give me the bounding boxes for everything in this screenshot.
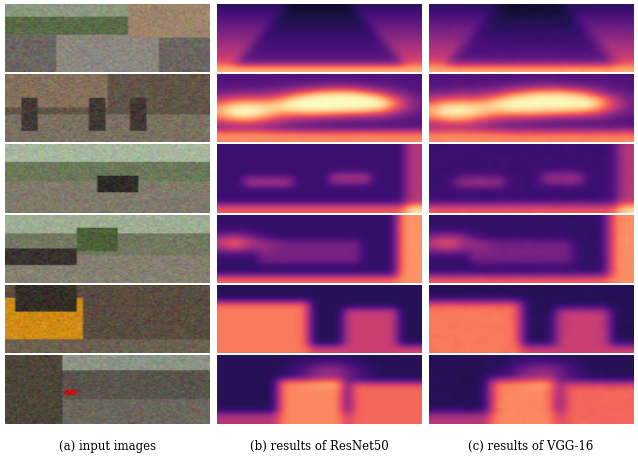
Text: (b) results of ResNet50: (b) results of ResNet50: [249, 440, 389, 453]
Text: (a) input images: (a) input images: [59, 440, 156, 453]
Text: (c) results of VGG-16: (c) results of VGG-16: [468, 440, 593, 453]
